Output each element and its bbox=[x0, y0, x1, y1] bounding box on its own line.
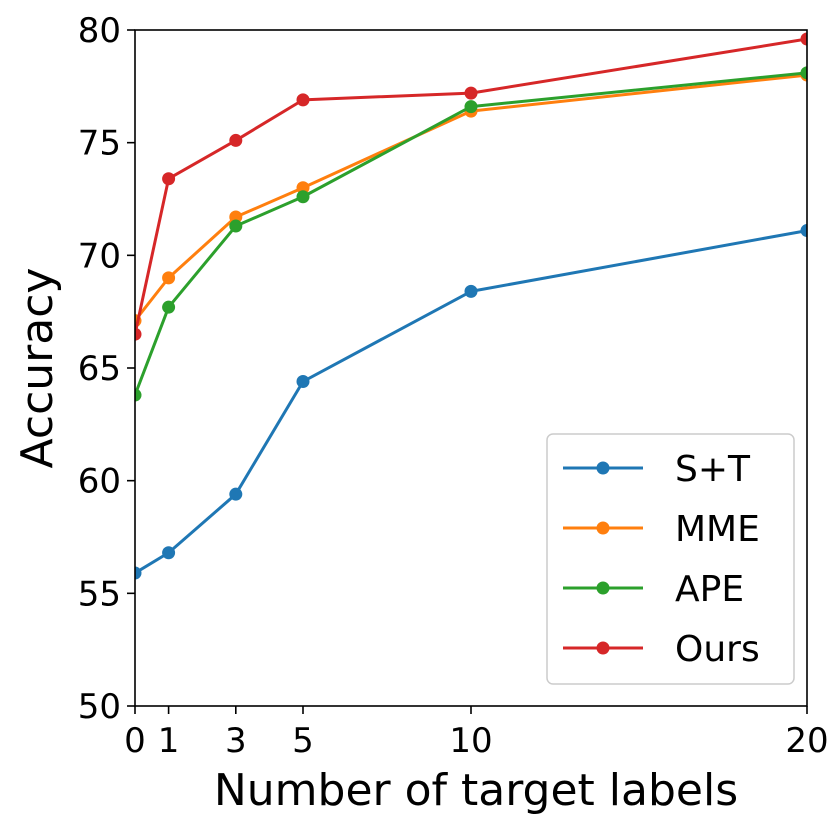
series-line-mme bbox=[135, 73, 807, 322]
x-tick-label: 10 bbox=[449, 721, 492, 761]
data-point-mme bbox=[296, 181, 310, 195]
y-tick-label: 65 bbox=[78, 349, 121, 389]
data-point-mme bbox=[162, 271, 176, 285]
legend-label: MME bbox=[675, 509, 760, 550]
legend-item-mme: MME bbox=[563, 509, 760, 550]
y-tick-label: 75 bbox=[78, 124, 121, 164]
y-axis-title: Accuracy bbox=[12, 268, 63, 469]
series-line-s-t bbox=[135, 229, 807, 575]
data-point-ours bbox=[296, 93, 310, 107]
data-point-ape bbox=[229, 219, 243, 233]
data-point-ape bbox=[800, 66, 807, 80]
series-line-ape bbox=[135, 71, 807, 396]
x-tick-label: 20 bbox=[785, 721, 828, 761]
x-tick-label: 1 bbox=[158, 721, 180, 761]
data-point-s-t bbox=[800, 224, 807, 238]
series-line-ours bbox=[135, 37, 807, 335]
y-tick-label: 55 bbox=[78, 574, 121, 614]
data-point-ours bbox=[800, 32, 807, 46]
data-point-mme bbox=[229, 210, 243, 224]
plot-content bbox=[135, 32, 807, 580]
legend-label: S+T bbox=[675, 449, 751, 490]
data-point-ours bbox=[464, 86, 478, 100]
x-axis: 0 1 3 5 10 20 bbox=[124, 706, 829, 761]
data-point-ape bbox=[162, 300, 176, 314]
legend-item-ours: Ours bbox=[563, 629, 760, 670]
y-tick-label: 70 bbox=[78, 236, 121, 276]
legend-box bbox=[546, 433, 795, 685]
data-point-ours bbox=[229, 133, 243, 147]
y-axis: 50 55 60 65 70 75 80 bbox=[78, 11, 135, 727]
legend-label: Ours bbox=[675, 629, 760, 670]
series-ape bbox=[135, 66, 807, 402]
series-s-t bbox=[135, 224, 807, 580]
data-point-s-t bbox=[162, 546, 176, 560]
data-point-s-t bbox=[229, 487, 243, 501]
x-tick-label: 0 bbox=[124, 721, 146, 761]
data-point-ape bbox=[296, 190, 310, 204]
y-tick-label: 50 bbox=[78, 687, 121, 727]
legend-marker bbox=[596, 461, 610, 475]
data-point-s-t bbox=[135, 566, 142, 580]
x-tick-label: 5 bbox=[292, 721, 314, 761]
data-point-ape bbox=[464, 100, 478, 114]
y-tick-label: 60 bbox=[78, 462, 121, 502]
data-point-ours bbox=[162, 172, 176, 186]
x-axis-title: Number of target labels bbox=[214, 765, 738, 816]
legend-label: APE bbox=[675, 569, 744, 610]
legend-marker bbox=[596, 641, 610, 655]
legend-item-s-t: S+T bbox=[563, 449, 751, 490]
data-point-ours bbox=[135, 327, 142, 341]
series-ours bbox=[135, 32, 807, 341]
legend-marker bbox=[596, 581, 610, 595]
x-tick-label: 3 bbox=[225, 721, 247, 761]
y-tick-label: 80 bbox=[78, 11, 121, 51]
legend: S+T MME APE Ours bbox=[546, 433, 795, 685]
legend-marker bbox=[596, 521, 610, 535]
legend-item-ape: APE bbox=[563, 569, 744, 610]
data-point-s-t bbox=[464, 284, 478, 298]
data-point-ape bbox=[135, 388, 142, 402]
data-point-s-t bbox=[296, 375, 310, 389]
